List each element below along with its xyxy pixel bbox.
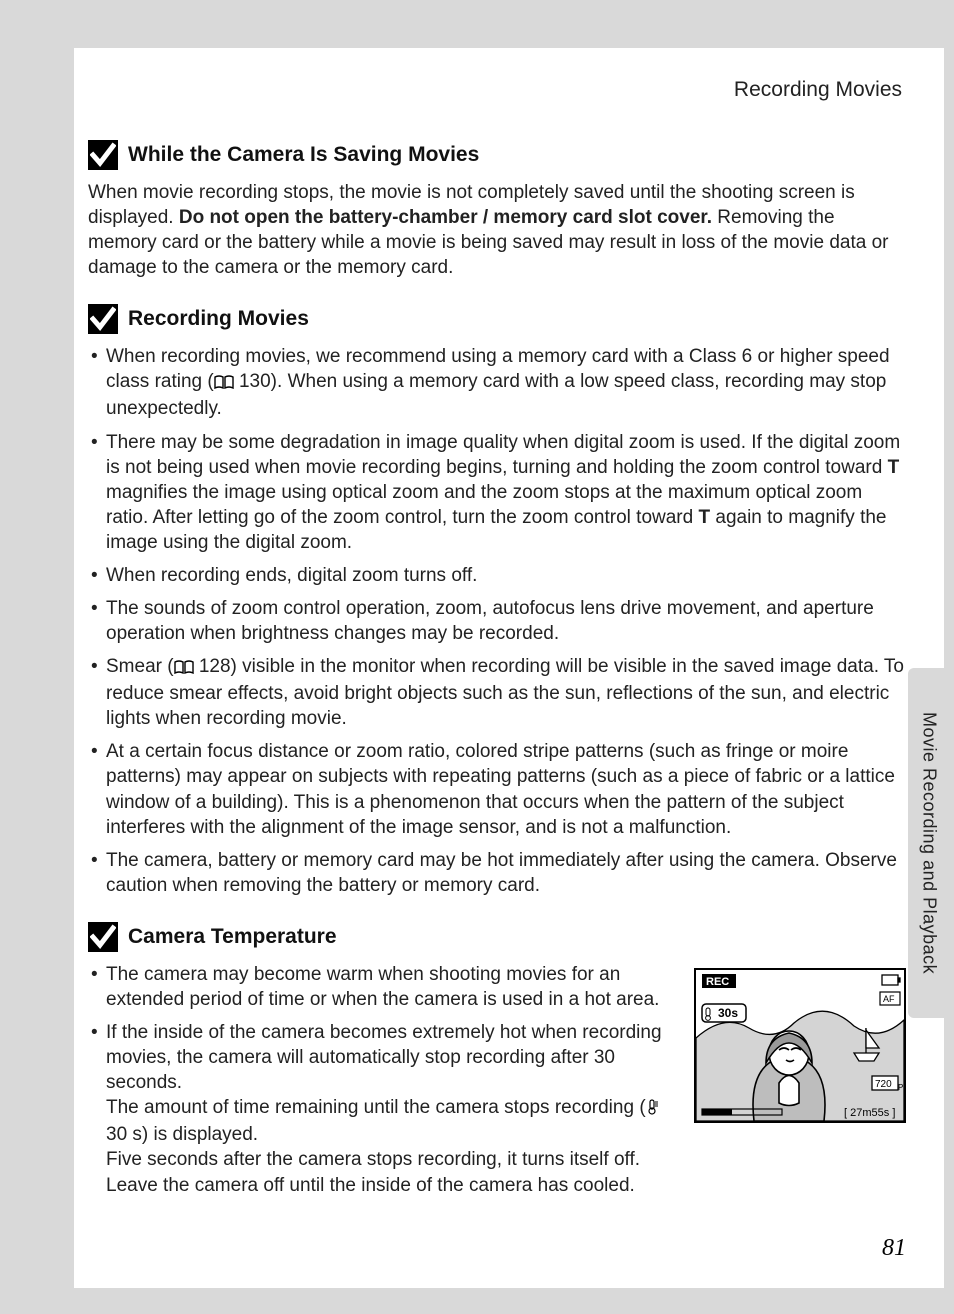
section-header: Camera Temperature [88,922,906,952]
section-title: Recording Movies [128,307,309,331]
text-run: Smear ( [106,656,174,677]
check-icon [88,922,118,952]
check-icon [88,140,118,170]
list-item: When recording ends, digital zoom turns … [88,563,906,588]
bullet-list: The camera may become warm when shooting… [88,962,674,1198]
lcd-illustration: REC AF [694,968,906,1128]
text-run: 30 s [106,1124,142,1145]
section-recording-movies: Recording Movies When recording movies, … [88,304,906,898]
text-bold: Do not open the battery-chamber / memory… [179,207,712,228]
svg-text:AF: AF [883,994,895,1004]
resolution-sub: P [898,1083,903,1092]
section-header: While the Camera Is Saving Movies [88,140,906,170]
thermometer-icon [646,1097,660,1122]
list-item: When recording movies, we recommend usin… [88,344,906,421]
check-icon [88,304,118,334]
side-tab-label: Movie Recording and Playback [919,712,940,974]
text-run: 128) visible in the monitor when recordi… [106,656,904,729]
temperature-row: The camera may become warm when shooting… [88,962,906,1206]
text-run: If the inside of the camera becomes extr… [106,1022,662,1093]
tele-glyph: T [888,457,900,478]
page-number: 81 [882,1235,906,1262]
book-icon [214,371,234,396]
elapsed-time: 27m55s [850,1107,890,1119]
list-item: Smear ( 128) visible in the monitor when… [88,654,906,731]
text-run: There may be some degradation in image q… [106,432,900,478]
list-item: The sounds of zoom control operation, zo… [88,596,906,646]
page-header-title: Recording Movies [88,78,906,102]
section-header: Recording Movies [88,304,906,334]
temperature-text: The camera may become warm when shooting… [88,962,674,1206]
list-item: There may be some degradation in image q… [88,430,906,555]
side-tab: Movie Recording and Playback [908,668,950,1018]
list-item: The camera may become warm when shooting… [88,962,674,1012]
section-camera-temperature: Camera Temperature The camera may become… [88,922,906,1206]
book-icon [174,656,194,681]
section-saving-movies: While the Camera Is Saving Movies When m… [88,140,906,280]
list-item: The camera, battery or memory card may b… [88,848,906,898]
countdown-value: 30s [718,1006,738,1020]
rec-label: REC [706,976,729,988]
text-run: Five seconds after the camera stops reco… [106,1149,640,1195]
section-title: While the Camera Is Saving Movies [128,143,479,167]
text-run: ) is displayed. [142,1124,258,1145]
list-item: If the inside of the camera becomes extr… [88,1020,674,1198]
list-item: At a certain focus distance or zoom rati… [88,739,906,839]
text-run: The amount of time remaining until the c… [106,1097,646,1118]
tele-glyph: T [698,507,710,528]
svg-text:[ 27m55s ]: [ 27m55s ] [844,1107,895,1119]
paragraph: When movie recording stops, the movie is… [88,180,906,280]
bullet-list: When recording movies, we recommend usin… [88,344,906,898]
resolution-value: 720 [875,1079,892,1090]
manual-page: Recording Movies While the Camera Is Sav… [74,48,944,1288]
section-title: Camera Temperature [128,925,337,949]
